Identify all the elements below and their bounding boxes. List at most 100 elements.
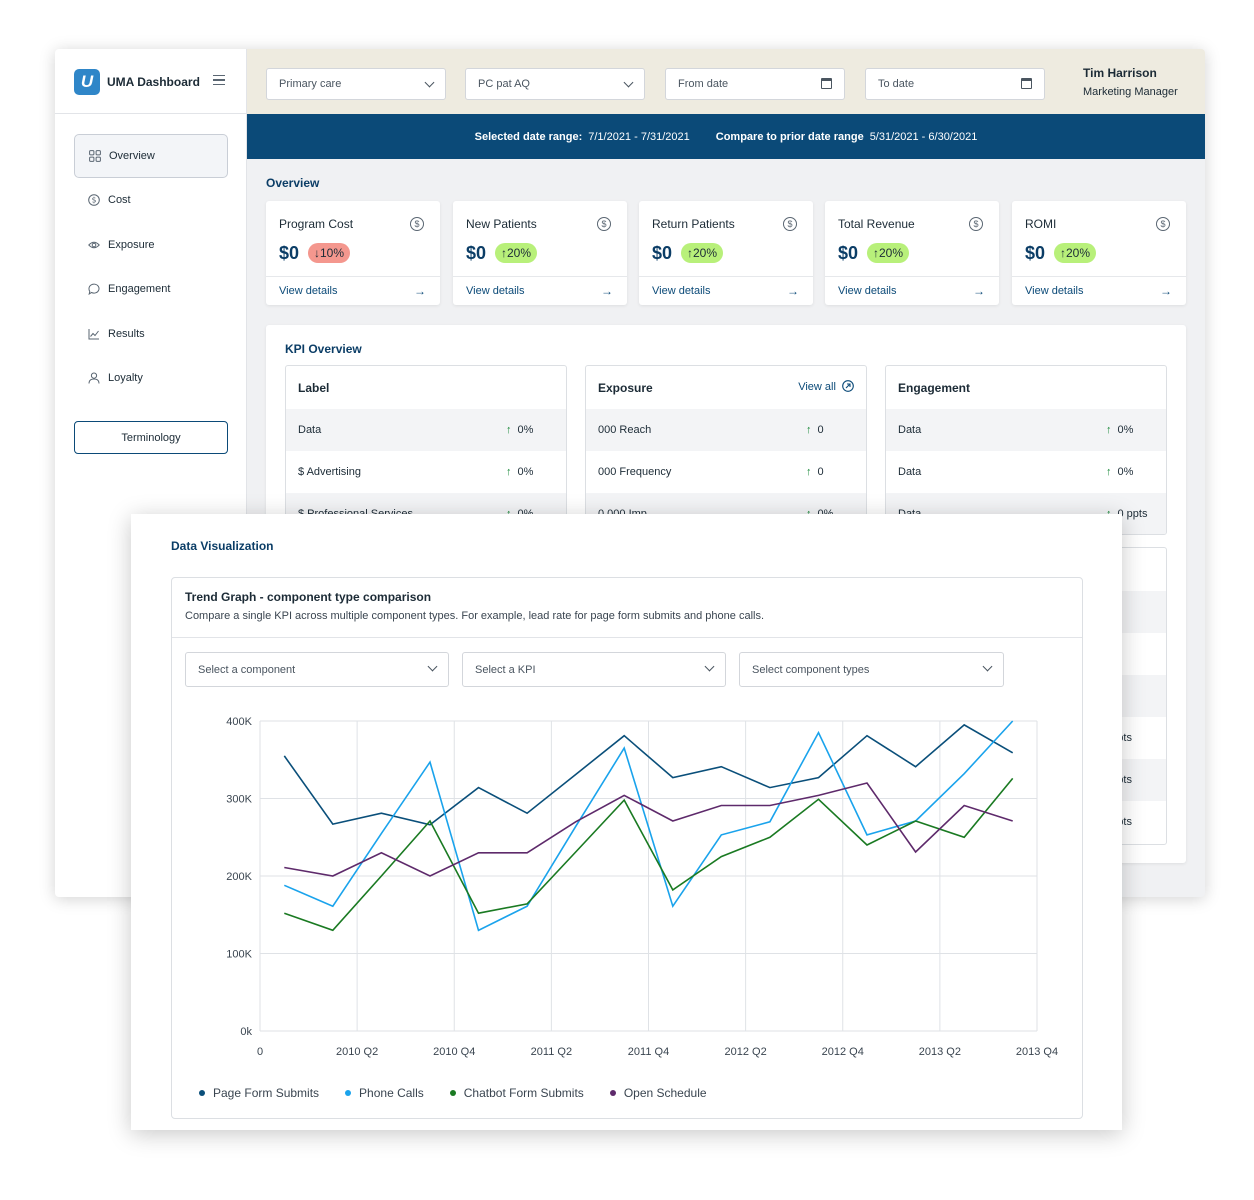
trend-line-chart: 0k 100K 200K 300K 400K 0 2010 Q2 2010 Q4 2011 Q2… bbox=[226, 716, 1058, 1058]
service-select-value: Primary care bbox=[279, 78, 342, 90]
y-tick-label: 300K bbox=[226, 794, 252, 806]
change-badge: ↑20% bbox=[495, 243, 538, 263]
calendar-icon[interactable] bbox=[1021, 78, 1032, 89]
sidebar-item-label: Loyalty bbox=[108, 372, 143, 384]
kpi-row-label: 000 Reach bbox=[598, 424, 652, 436]
legend-item[interactable]: Phone Calls bbox=[345, 1086, 424, 1100]
kpi-row-value: 0 ppts bbox=[1117, 508, 1148, 520]
user-icon bbox=[88, 372, 100, 384]
kpi-overview-title: KPI Overview bbox=[285, 342, 362, 356]
arrow-up-icon: ↑ bbox=[506, 466, 512, 478]
kpi-table-label: Label Data↑0% $ Advertising↑0% $ Profess… bbox=[285, 365, 567, 535]
arrow-up-icon: ↑ bbox=[806, 466, 812, 478]
arrow-up-right-circle-icon bbox=[842, 380, 854, 392]
menu-icon[interactable] bbox=[213, 75, 225, 86]
series-line-phone-calls bbox=[283, 720, 1014, 932]
kpi-table-header: Engagement bbox=[898, 380, 971, 395]
kpi-row: $ Advertising ↑ 0% bbox=[286, 451, 566, 493]
x-tick-label: 0 bbox=[257, 1046, 263, 1058]
dollar-circle-icon: $ bbox=[783, 217, 797, 231]
chart-icon bbox=[88, 328, 100, 340]
kpi-select[interactable]: Select a KPI bbox=[462, 652, 726, 687]
change-value: 10% bbox=[320, 246, 345, 260]
sidebar-item-cost[interactable]: $ Cost bbox=[74, 178, 228, 222]
component-select-placeholder: Select a component bbox=[198, 663, 296, 676]
view-details-link[interactable]: View details bbox=[838, 285, 897, 297]
arrow-up-icon: ↑ bbox=[506, 424, 512, 436]
legend-dot bbox=[449, 1090, 456, 1096]
sidebar-item-engagement[interactable]: Engagement bbox=[74, 267, 228, 311]
user-name: Tim Harrison bbox=[1083, 66, 1157, 80]
change-value: 20% bbox=[693, 246, 718, 260]
kpi-table-engagement: Engagement Data ↑ 0% Data ↑ 0% Data ↑ 0 ppts bbox=[885, 365, 1167, 535]
data-visualization-window: Data Visualization Trend Graph - compone… bbox=[131, 514, 1122, 1130]
brand: U UMA Dashboard bbox=[74, 68, 200, 96]
legend-dot bbox=[609, 1090, 616, 1096]
sidebar-item-label: Engagement bbox=[108, 283, 171, 295]
card-title: Total Revenue bbox=[838, 217, 915, 231]
change-badge: ↑20% bbox=[867, 243, 910, 263]
view-details-link[interactable]: View details bbox=[652, 285, 711, 297]
sidebar-item-results[interactable]: Results bbox=[74, 312, 228, 356]
change-value: 20% bbox=[507, 246, 532, 260]
x-tick-label: 2011 Q2 bbox=[531, 1046, 572, 1058]
arrow-up-icon: ↑ bbox=[687, 246, 693, 260]
dollar-circle-icon: $ bbox=[969, 217, 983, 231]
kpi-row-value: 0% bbox=[1117, 466, 1134, 478]
component-types-select[interactable]: Select component types bbox=[739, 652, 1004, 687]
legend-label: Phone Calls bbox=[359, 1086, 424, 1100]
change-value: 20% bbox=[1066, 246, 1091, 260]
user-profile[interactable]: Tim Harrison Marketing Manager bbox=[1083, 66, 1178, 98]
card-title: New Patients bbox=[466, 217, 537, 231]
grid-icon bbox=[89, 150, 101, 162]
view-all-link[interactable]: View all bbox=[798, 380, 854, 393]
legend-item[interactable]: Open Schedule bbox=[609, 1086, 707, 1100]
arrow-right-icon[interactable]: → bbox=[414, 284, 426, 298]
svg-text:$: $ bbox=[92, 196, 97, 205]
dollar-circle-icon: $ bbox=[88, 194, 100, 206]
chevron-down-icon bbox=[424, 77, 435, 88]
change-badge: ↓10% bbox=[308, 243, 351, 263]
date-range-bar: Selected date range: 7/1/2021 - 7/31/202… bbox=[247, 114, 1205, 159]
legend-item[interactable]: Page Form Submits bbox=[199, 1086, 319, 1100]
arrow-up-icon: ↑ bbox=[873, 246, 879, 260]
sidebar-item-label: Results bbox=[108, 328, 145, 340]
arrow-right-icon[interactable]: → bbox=[601, 284, 613, 298]
kpi-row: Data ↑ 0% bbox=[886, 409, 1166, 451]
kpi-row: Data ↑ 0% bbox=[286, 409, 566, 451]
terminology-button[interactable]: Terminology bbox=[74, 421, 228, 454]
kpi-row: 000 Frequency ↑ 0 bbox=[586, 451, 866, 493]
view-details-link[interactable]: View details bbox=[1025, 285, 1084, 297]
component-select[interactable]: Select a component bbox=[185, 652, 449, 687]
legend-item[interactable]: Chatbot Form Submits bbox=[449, 1086, 584, 1100]
arrow-down-icon: ↓ bbox=[314, 246, 320, 260]
arrow-up-icon: ↑ bbox=[1106, 466, 1112, 478]
series-line-page-form-submits bbox=[283, 723, 1014, 826]
trend-graph-card: Trend Graph - component type comparison … bbox=[171, 577, 1083, 1119]
view-details-link[interactable]: View details bbox=[466, 285, 525, 297]
sidebar-item-label: Exposure bbox=[108, 239, 155, 251]
service-select[interactable]: Primary care bbox=[266, 68, 446, 100]
sidebar-item-loyalty[interactable]: Loyalty bbox=[74, 356, 228, 400]
card-value: $0 bbox=[279, 243, 300, 263]
from-date-input[interactable]: From date bbox=[665, 68, 845, 100]
sidebar-item-overview[interactable]: Overview bbox=[74, 134, 228, 178]
sidebar-item-exposure[interactable]: Exposure bbox=[74, 223, 228, 267]
arrow-right-icon[interactable]: → bbox=[1160, 284, 1172, 298]
card-value: $0 bbox=[838, 243, 859, 263]
metric-card-new-patients: New Patients $ $0 ↑20% View details → bbox=[453, 201, 627, 305]
metric-card-return-patients: Return Patients $ $0 ↑20% View details → bbox=[639, 201, 813, 305]
view-details-link[interactable]: View details bbox=[279, 285, 338, 297]
dollar-circle-icon: $ bbox=[1156, 217, 1170, 231]
arrow-right-icon[interactable]: → bbox=[787, 284, 799, 298]
kpi-row-label: Data bbox=[898, 466, 922, 478]
arrow-up-icon: ↑ bbox=[1060, 246, 1066, 260]
y-tick-label: 100K bbox=[226, 949, 252, 961]
segment-select[interactable]: PC pat AQ bbox=[465, 68, 645, 100]
card-value: $0 bbox=[652, 243, 673, 263]
calendar-icon[interactable] bbox=[821, 78, 832, 89]
app-title: UMA Dashboard bbox=[107, 75, 200, 89]
arrow-right-icon[interactable]: → bbox=[973, 284, 985, 298]
view-all-label: View all bbox=[798, 381, 836, 393]
to-date-input[interactable]: To date bbox=[865, 68, 1045, 100]
